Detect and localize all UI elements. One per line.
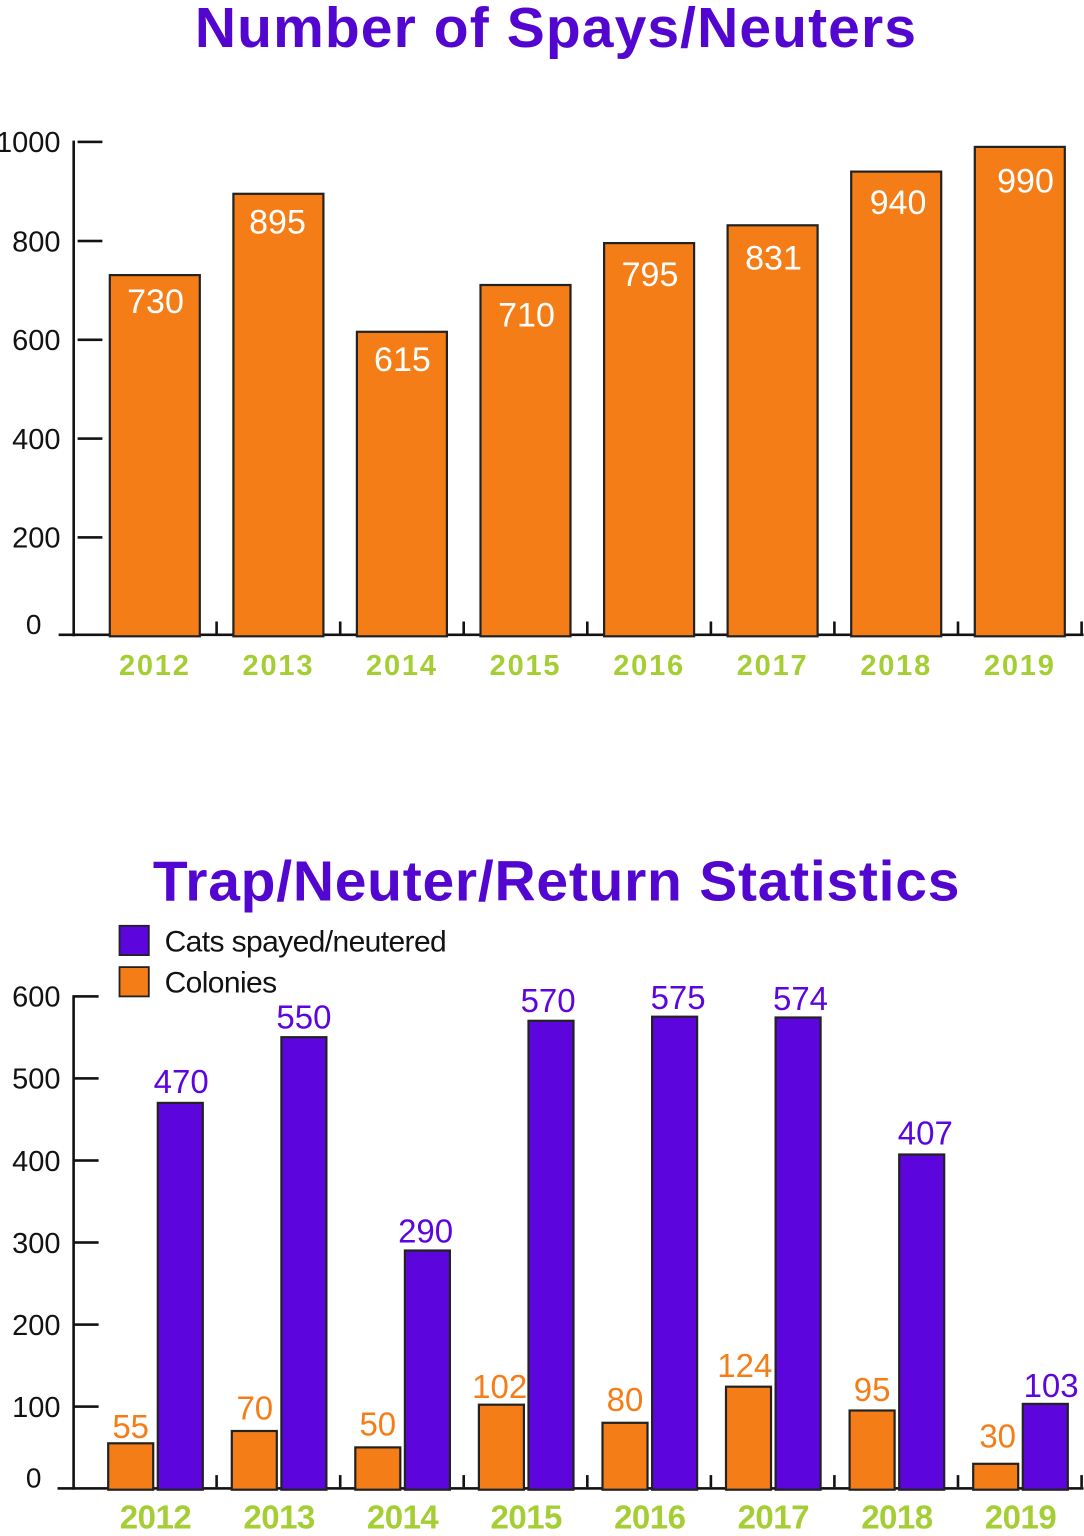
svg-text:2013: 2013 xyxy=(243,650,315,682)
svg-text:Trap/Neuter/Return Statistics: Trap/Neuter/Return Statistics xyxy=(153,850,960,914)
svg-text:990: 990 xyxy=(997,162,1054,200)
svg-text:100: 100 xyxy=(12,1392,60,1424)
svg-text:2016: 2016 xyxy=(614,1499,686,1536)
svg-text:940: 940 xyxy=(870,184,927,222)
svg-text:2015: 2015 xyxy=(490,1499,562,1536)
svg-text:2015: 2015 xyxy=(490,650,562,682)
svg-text:2012: 2012 xyxy=(119,650,191,682)
svg-text:Colonies: Colonies xyxy=(165,967,277,1000)
svg-text:103: 103 xyxy=(1024,1367,1079,1404)
svg-text:400: 400 xyxy=(12,1146,60,1178)
svg-text:2018: 2018 xyxy=(861,1499,933,1536)
svg-text:1000: 1000 xyxy=(0,127,61,159)
svg-text:570: 570 xyxy=(521,982,576,1019)
svg-text:895: 895 xyxy=(249,204,306,242)
svg-text:2013: 2013 xyxy=(243,1499,315,1536)
svg-text:400: 400 xyxy=(12,424,60,456)
svg-text:615: 615 xyxy=(374,341,431,379)
svg-text:2012: 2012 xyxy=(120,1499,192,1536)
svg-text:30: 30 xyxy=(979,1418,1016,1455)
svg-text:0: 0 xyxy=(26,609,42,640)
svg-text:2016: 2016 xyxy=(613,650,685,682)
svg-text:290: 290 xyxy=(398,1212,453,1249)
svg-text:200: 200 xyxy=(12,1310,60,1342)
svg-text:2019: 2019 xyxy=(985,1499,1057,1536)
svg-text:800: 800 xyxy=(12,226,60,258)
svg-text:102: 102 xyxy=(472,1368,527,1405)
svg-text:2017: 2017 xyxy=(737,650,809,682)
svg-text:795: 795 xyxy=(622,256,679,294)
svg-text:500: 500 xyxy=(12,1064,60,1096)
svg-text:2017: 2017 xyxy=(738,1499,809,1536)
svg-text:80: 80 xyxy=(607,1381,644,1418)
svg-text:Number of Spays/Neuters: Number of Spays/Neuters xyxy=(195,0,917,60)
svg-text:2014: 2014 xyxy=(367,1499,440,1536)
svg-text:831: 831 xyxy=(745,239,802,277)
svg-text:550: 550 xyxy=(276,999,331,1036)
svg-text:50: 50 xyxy=(359,1405,396,1442)
svg-text:470: 470 xyxy=(154,1063,209,1100)
svg-text:2018: 2018 xyxy=(860,650,932,682)
svg-text:300: 300 xyxy=(12,1228,60,1260)
svg-text:710: 710 xyxy=(498,297,555,335)
svg-text:575: 575 xyxy=(651,979,706,1016)
svg-text:600: 600 xyxy=(12,982,60,1014)
svg-text:95: 95 xyxy=(854,1371,891,1408)
svg-text:574: 574 xyxy=(773,980,828,1017)
svg-text:Cats spayed/neutered: Cats spayed/neutered xyxy=(165,925,447,958)
svg-text:0: 0 xyxy=(26,1462,42,1493)
svg-text:2019: 2019 xyxy=(984,650,1056,682)
svg-text:407: 407 xyxy=(898,1115,953,1152)
svg-text:2014: 2014 xyxy=(366,650,438,682)
svg-text:200: 200 xyxy=(12,523,60,555)
svg-text:70: 70 xyxy=(236,1390,273,1427)
svg-text:730: 730 xyxy=(127,283,184,321)
svg-text:600: 600 xyxy=(12,325,60,357)
svg-text:55: 55 xyxy=(112,1408,149,1445)
svg-text:124: 124 xyxy=(717,1347,772,1384)
